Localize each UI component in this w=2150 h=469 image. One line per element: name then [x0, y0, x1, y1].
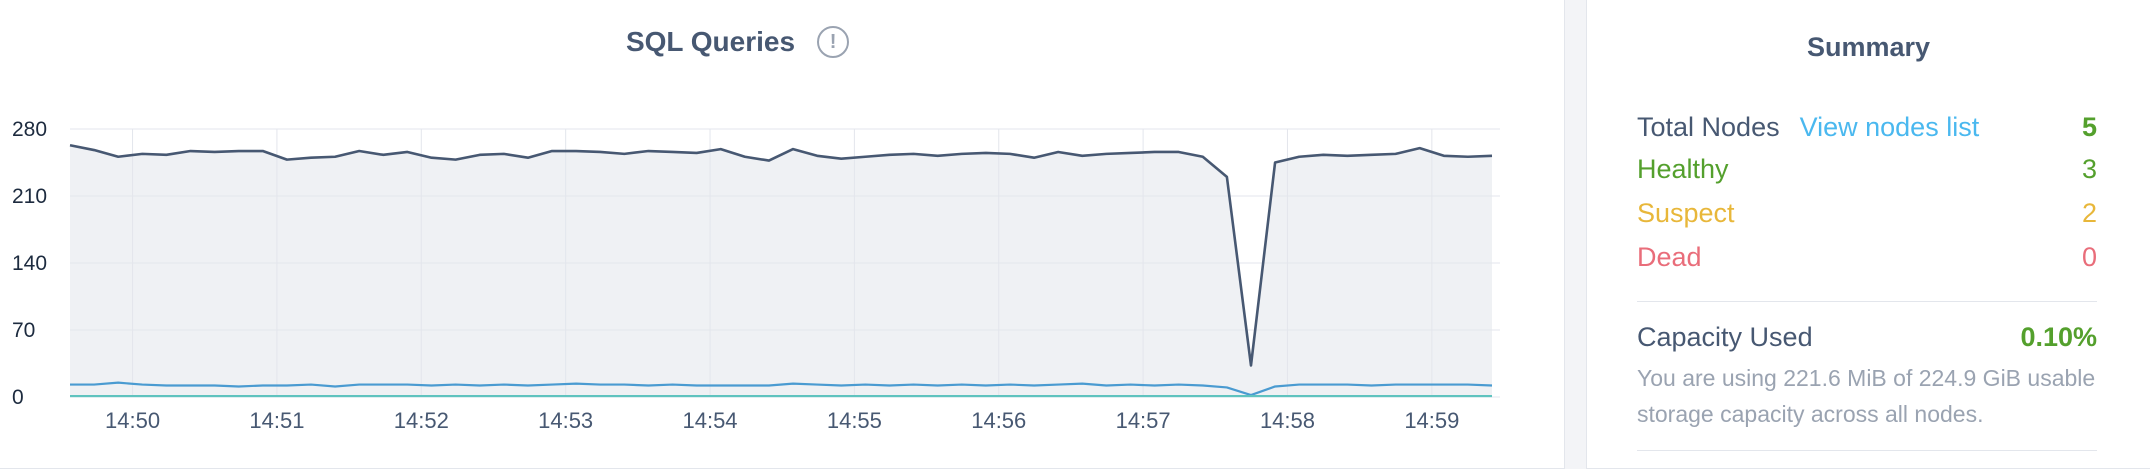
x-tick-label: 14:59	[1404, 408, 1459, 433]
suspect-value: 2	[2081, 198, 2097, 228]
y-tick-label: 280	[12, 118, 47, 141]
x-tick-label: 14:51	[249, 408, 304, 433]
sql-queries-panel: SQL Queries ! 0 70 140 210 280 14:50 14:51 14:5…	[0, 0, 1565, 469]
info-circle-icon[interactable]: !	[817, 26, 850, 58]
chart-title: SQL Queries	[625, 26, 796, 57]
total-nodes-row: Total Nodes View nodes list 5	[1637, 112, 2097, 143]
capacity-value: 0.10%	[2020, 322, 2097, 352]
x-tick-label: 14:53	[538, 408, 593, 433]
chart-area-fill	[70, 145, 1492, 397]
x-tick-label: 14:54	[682, 408, 737, 433]
divider	[1637, 450, 2097, 451]
capacity-row: Capacity Used 0.10%	[1637, 322, 2097, 353]
summary-title: Summary	[1806, 32, 1931, 62]
healthy-value: 3	[2081, 154, 2097, 184]
chart-header: SQL Queries !	[0, 26, 1475, 58]
divider	[1637, 301, 2097, 302]
series-line	[69, 143, 1493, 367]
sql-queries-chart[interactable]: 0 70 140 210 280 14:50 14:51 14:52 14:53 14:54 14:…	[0, 0, 1565, 469]
y-tick-label: 140	[12, 252, 47, 275]
suspect-row: Suspect 2	[1637, 198, 2097, 229]
healthy-label: Healthy	[1637, 154, 1729, 184]
y-tick-label: 70	[12, 319, 35, 342]
total-nodes-label: Total Nodes	[1637, 112, 1780, 142]
dead-label: Dead	[1637, 242, 1702, 272]
suspect-label: Suspect	[1637, 198, 1735, 228]
x-tick-label: 14:56	[971, 408, 1026, 433]
y-tick-label: 210	[12, 185, 47, 208]
summary-panel: Summary Total Nodes View nodes list 5 He…	[1586, 0, 2150, 469]
series-line	[70, 381, 1493, 397]
total-nodes-value: 5	[2081, 112, 2097, 142]
healthy-row: Healthy 3	[1637, 154, 2097, 185]
y-tick-label: 0	[12, 386, 24, 409]
capacity-label: Capacity Used	[1637, 322, 1813, 352]
capacity-description: You are using 221.6 MiB of 224.9 GiB usa…	[1637, 365, 2096, 427]
x-tick-label: 14:57	[1116, 408, 1171, 433]
x-tick-label: 14:52	[394, 408, 449, 433]
x-tick-label: 14:55	[827, 408, 882, 433]
x-tick-label: 14:58	[1260, 408, 1315, 433]
view-nodes-list-link[interactable]: View nodes list	[1799, 112, 1980, 142]
x-tick-label: 14:50	[105, 408, 160, 433]
dead-value: 0	[2081, 242, 2097, 272]
dead-row: Dead 0	[1637, 242, 2097, 273]
